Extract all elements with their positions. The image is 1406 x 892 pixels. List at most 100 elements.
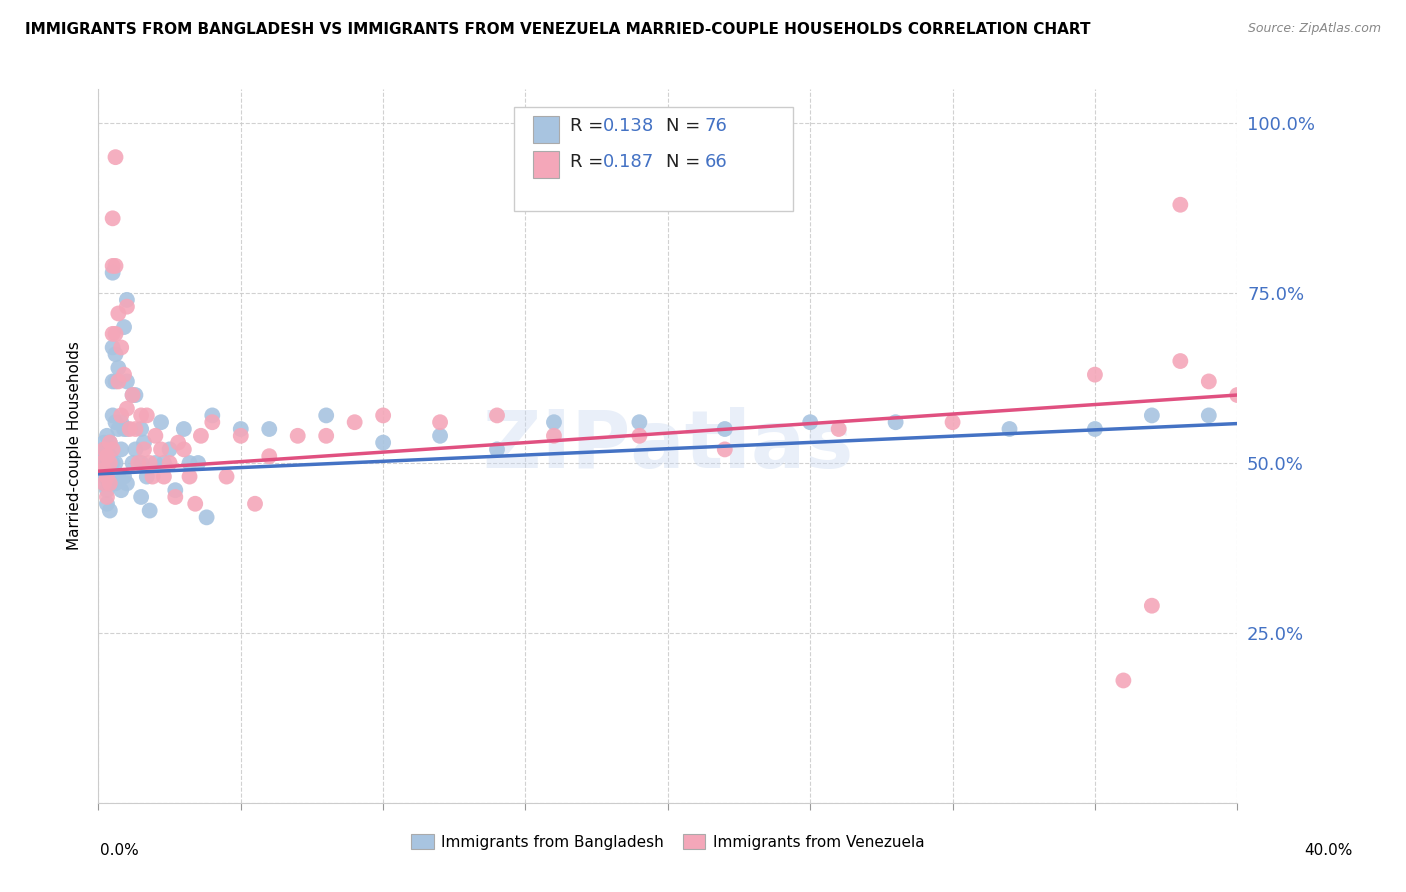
Point bbox=[98, 435, 121, 450]
Point bbox=[110, 341, 132, 355]
Point bbox=[1112, 673, 1135, 688]
Point bbox=[259, 449, 281, 463]
Legend: Immigrants from Bangladesh, Immigrants from Venezuela: Immigrants from Bangladesh, Immigrants f… bbox=[405, 828, 931, 855]
Point bbox=[243, 497, 266, 511]
Point bbox=[1198, 375, 1220, 389]
Point bbox=[101, 259, 124, 273]
Point bbox=[104, 375, 127, 389]
Point bbox=[101, 211, 124, 226]
Point bbox=[1170, 354, 1192, 368]
Point bbox=[107, 360, 129, 375]
Point bbox=[828, 422, 851, 436]
Point bbox=[112, 320, 135, 334]
Point bbox=[115, 476, 138, 491]
Point bbox=[98, 476, 121, 491]
Point bbox=[1140, 599, 1163, 613]
Point bbox=[110, 415, 132, 429]
Point bbox=[115, 375, 138, 389]
Text: Source: ZipAtlas.com: Source: ZipAtlas.com bbox=[1247, 22, 1381, 36]
Point bbox=[112, 368, 135, 382]
Point bbox=[107, 306, 129, 320]
Point bbox=[96, 429, 118, 443]
Point bbox=[129, 422, 152, 436]
Point bbox=[124, 442, 146, 457]
Point bbox=[884, 415, 907, 429]
Point bbox=[141, 469, 163, 483]
FancyBboxPatch shape bbox=[515, 107, 793, 211]
Point bbox=[129, 456, 152, 470]
Point bbox=[101, 266, 124, 280]
Point bbox=[201, 415, 224, 429]
Point bbox=[714, 442, 737, 457]
Point bbox=[127, 456, 149, 470]
Point bbox=[714, 422, 737, 436]
Text: 40.0%: 40.0% bbox=[1305, 843, 1353, 858]
Point bbox=[153, 469, 176, 483]
Text: 66: 66 bbox=[704, 153, 727, 171]
Point bbox=[101, 326, 124, 341]
Point bbox=[1084, 368, 1107, 382]
Point bbox=[1170, 198, 1192, 212]
Point bbox=[215, 469, 238, 483]
Point bbox=[486, 409, 509, 423]
Point bbox=[98, 456, 121, 470]
FancyBboxPatch shape bbox=[533, 116, 558, 143]
Point bbox=[132, 435, 155, 450]
Point bbox=[229, 422, 252, 436]
Point bbox=[179, 456, 201, 470]
Text: 0.187: 0.187 bbox=[603, 153, 654, 171]
Point bbox=[93, 456, 115, 470]
Point bbox=[118, 422, 141, 436]
Point bbox=[96, 456, 118, 470]
Text: N =: N = bbox=[665, 118, 706, 136]
Point bbox=[315, 429, 337, 443]
Point bbox=[179, 469, 201, 483]
Point bbox=[107, 469, 129, 483]
Point bbox=[165, 490, 187, 504]
Point bbox=[90, 456, 112, 470]
Point bbox=[104, 347, 127, 361]
Point bbox=[150, 442, 173, 457]
Point bbox=[153, 456, 176, 470]
Point bbox=[93, 435, 115, 450]
Point bbox=[96, 449, 118, 463]
Text: ZIP​atlas: ZIP​atlas bbox=[482, 407, 853, 485]
Point bbox=[93, 476, 115, 491]
Point bbox=[104, 415, 127, 429]
Point bbox=[173, 442, 195, 457]
Point bbox=[90, 463, 112, 477]
Point bbox=[373, 435, 395, 450]
Point bbox=[115, 401, 138, 416]
Point bbox=[429, 429, 451, 443]
Point bbox=[628, 415, 651, 429]
Point bbox=[1226, 388, 1249, 402]
Point bbox=[93, 469, 115, 483]
Point bbox=[229, 429, 252, 443]
Point bbox=[159, 442, 181, 457]
Point bbox=[110, 442, 132, 457]
Point bbox=[107, 422, 129, 436]
Point bbox=[104, 326, 127, 341]
Point bbox=[628, 429, 651, 443]
Point bbox=[1198, 409, 1220, 423]
FancyBboxPatch shape bbox=[533, 152, 558, 178]
Point bbox=[165, 483, 187, 498]
Point bbox=[184, 497, 207, 511]
Point bbox=[259, 422, 281, 436]
Point bbox=[90, 449, 112, 463]
Text: 76: 76 bbox=[704, 118, 727, 136]
Point bbox=[101, 375, 124, 389]
Point bbox=[115, 293, 138, 307]
Point bbox=[115, 300, 138, 314]
Point bbox=[107, 375, 129, 389]
Point bbox=[373, 409, 395, 423]
Point bbox=[98, 456, 121, 470]
Point bbox=[135, 469, 157, 483]
Point bbox=[190, 429, 212, 443]
Point bbox=[159, 456, 181, 470]
Point bbox=[98, 435, 121, 450]
Text: N =: N = bbox=[665, 153, 706, 171]
Point bbox=[1084, 422, 1107, 436]
Text: 0.0%: 0.0% bbox=[100, 843, 139, 858]
Point bbox=[96, 497, 118, 511]
